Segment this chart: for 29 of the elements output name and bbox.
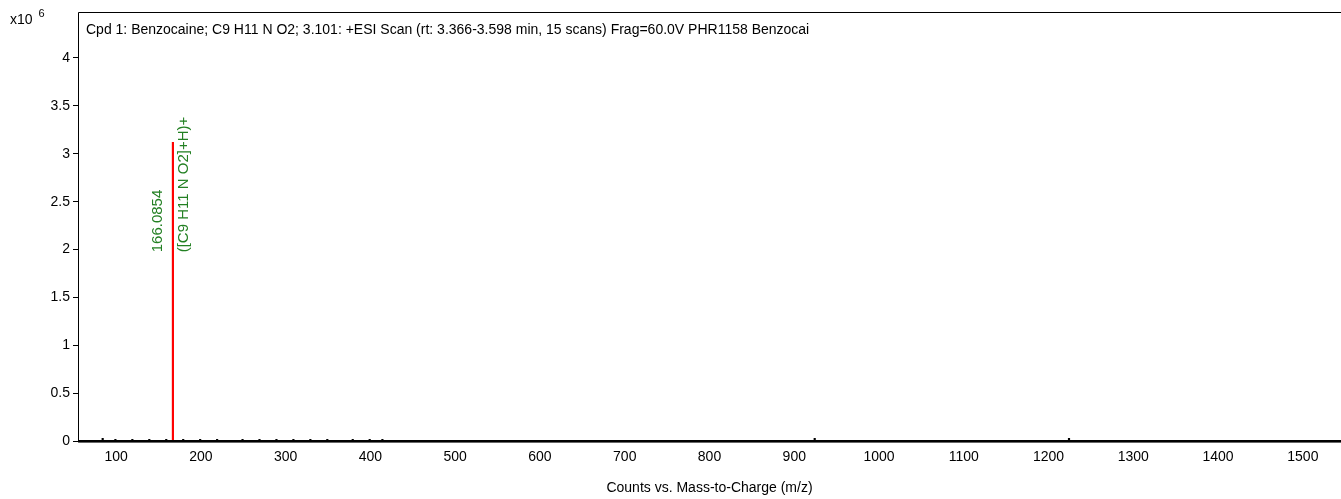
annotation: ([C9 H11 N O2]+H)+: [174, 116, 192, 253]
y-tick-label: 2.5: [50, 192, 71, 209]
x-tick-label: 200: [189, 448, 213, 465]
x-tick-label: 800: [697, 448, 722, 465]
annotation: 166.0854: [148, 189, 166, 253]
x-tick-label: 700: [613, 448, 637, 465]
x-tick-label: 600: [528, 448, 552, 465]
x-tick-label: 100: [104, 448, 129, 465]
y-tick-label: 4: [62, 48, 71, 65]
x-axis-title: Counts vs. Mass-to-Charge (m/z): [606, 478, 813, 495]
y-tick-label: 2: [62, 240, 71, 257]
text: Cpd 1: Benzocaine; C9 H11 N O2; 3.101: +ESI Scan (rt: 3.366-3.598 min, 15 scans) Frag=60.0V PHR1158 Benzocai: [86, 20, 810, 37]
x-tick-label: 1500: [1287, 448, 1319, 465]
y-tick-label: 1: [62, 336, 71, 353]
bar: [171, 141, 174, 442]
y-tick-label: 1.5: [50, 288, 71, 305]
x-tick-label: 1000: [863, 448, 895, 465]
x-tick-label: 500: [443, 448, 468, 465]
y-tick-label: 3.5: [50, 96, 71, 113]
x-tick-label: 1100: [948, 448, 980, 465]
x-tick-label: 1400: [1202, 448, 1234, 465]
x-tick-label: 1200: [1032, 448, 1065, 465]
x-tick-label: 1300: [1117, 448, 1150, 465]
x-tick-label: 400: [358, 448, 383, 465]
x-tick-label: 300: [273, 448, 298, 465]
y-tick-label: 0: [62, 432, 71, 449]
y-tick-label: 3: [62, 144, 71, 161]
x-tick-label: 900: [782, 448, 807, 465]
y-tick-label: 0.5: [50, 384, 71, 401]
